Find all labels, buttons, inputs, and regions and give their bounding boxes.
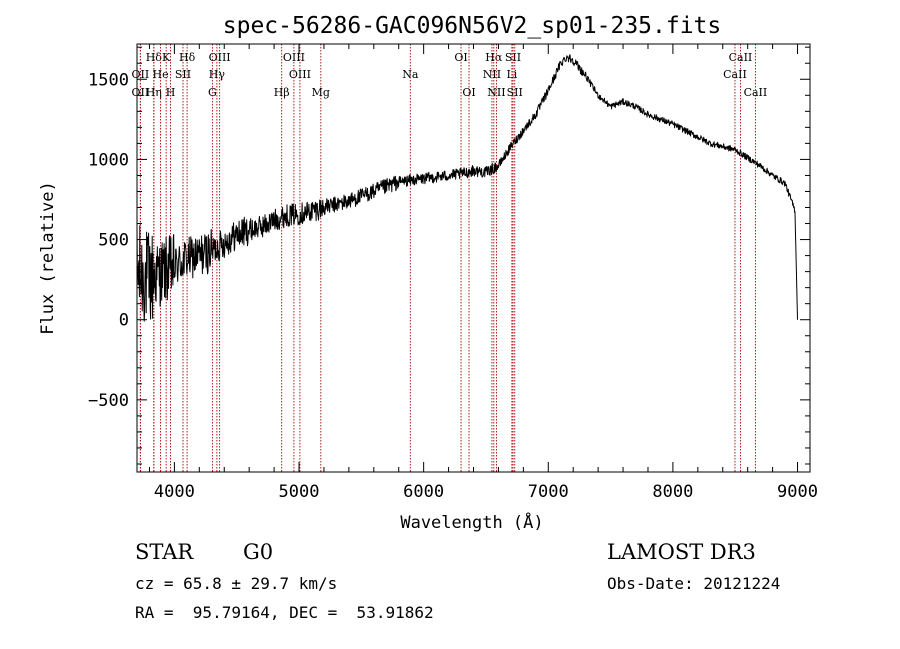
x-axis-label: Wavelength (Å) [400,511,543,533]
y-axis-label: Flux (relative) [38,181,58,335]
class-label: STAR [135,540,194,564]
plot-frame [136,43,811,473]
line-marker-label: CaII [744,86,768,99]
line-marker-label: Na [402,68,419,81]
line-marker-label: Hη [146,86,162,99]
y-tick-label: 1500 [88,70,129,90]
x-tick-label: 5000 [279,482,320,502]
line-marker-label: SII [507,86,523,99]
line-marker-label: Mg [312,86,330,99]
y-tick-label: 0 [119,311,129,331]
subclass-label: G0 [243,540,274,564]
line-marker-label: OI [462,86,475,99]
coordinates-readout: RA = 95.79164, DEC = 53.91862 [135,603,434,622]
line-marker-label: Li [506,68,517,81]
line-marker-label: OIII [283,51,305,64]
line-marker-label: Hδ [179,51,196,64]
line-marker-label: SII [505,51,521,64]
line-marker-label: CaII [723,68,747,81]
line-marker-label: OIII [209,51,231,64]
line-marker-label: OI [454,51,467,64]
y-tick-label: 1000 [88,150,129,170]
x-tick-label: 7000 [528,482,569,502]
line-marker-label: Hα [485,51,503,64]
chart-title: spec-56286-GAC096N56V2_sp01-235.fits [223,13,722,39]
line-marker-label: OII [132,86,150,99]
spectrum-line [136,54,798,322]
axes: 4000 5000 6000 7000 8000 9000 −500 0 500 1000 1500 [88,44,818,502]
line-marker-label: K [162,51,171,64]
x-tick-label: 8000 [652,482,693,502]
y-tick-label: 500 [98,231,129,251]
line-marker-label: OIII [289,68,311,81]
line-marker-label: H [166,86,176,99]
line-marker-label: CaII [729,51,753,64]
x-tick-label: 9000 [777,482,818,502]
obs-date-readout: Obs-Date: 20121224 [607,574,781,593]
line-marker-label: Hγ [209,68,226,81]
spectrum-series [136,54,798,322]
line-marker-label: NII [487,86,505,99]
survey-label: LAMOST DR3 [607,540,756,564]
x-tick-label: 6000 [403,482,444,502]
line-marker-label: NII [483,68,501,81]
y-tick-label: −500 [88,391,129,411]
line-marker-label: G [208,86,217,99]
redshift-readout: cz = 65.8 ± 29.7 km/s [135,574,338,593]
line-marker-label: Hβ [274,86,290,99]
x-tick-label: 4000 [154,482,195,502]
line-marker-label: SII [175,68,191,81]
line-marker-label: He [153,68,169,81]
